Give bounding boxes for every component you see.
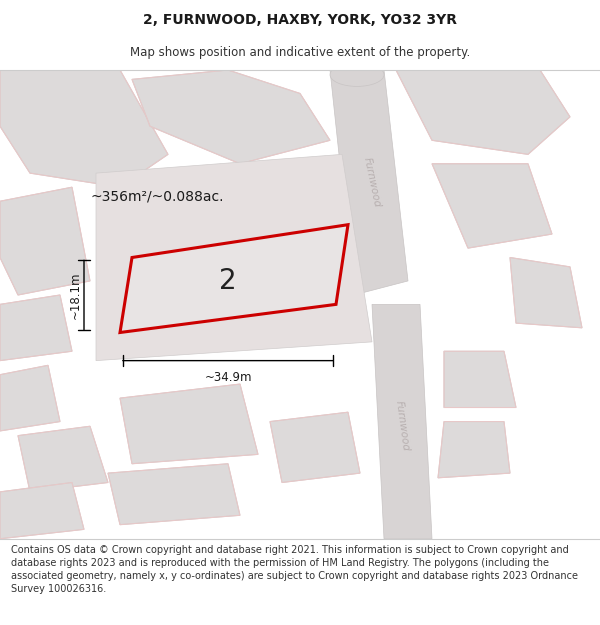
- Text: 2, FURNWOOD, HAXBY, YORK, YO32 3YR: 2, FURNWOOD, HAXBY, YORK, YO32 3YR: [143, 12, 457, 27]
- Text: Furnwood: Furnwood: [394, 400, 410, 452]
- Polygon shape: [510, 258, 582, 328]
- Polygon shape: [438, 421, 510, 478]
- Text: Map shows position and indicative extent of the property.: Map shows position and indicative extent…: [130, 46, 470, 59]
- Polygon shape: [0, 365, 60, 431]
- Polygon shape: [432, 164, 552, 248]
- Text: Furnwood: Furnwood: [362, 156, 382, 209]
- Text: ~18.1m: ~18.1m: [68, 271, 82, 319]
- Polygon shape: [18, 426, 108, 492]
- Polygon shape: [444, 351, 516, 408]
- Polygon shape: [372, 304, 432, 539]
- Polygon shape: [0, 482, 84, 539]
- Text: ~356m²/~0.088ac.: ~356m²/~0.088ac.: [90, 189, 223, 204]
- Text: ~34.9m: ~34.9m: [204, 371, 252, 384]
- Polygon shape: [270, 412, 360, 482]
- Polygon shape: [108, 464, 240, 524]
- Polygon shape: [0, 188, 90, 295]
- Polygon shape: [396, 70, 570, 154]
- Polygon shape: [120, 384, 258, 464]
- Text: Contains OS data © Crown copyright and database right 2021. This information is : Contains OS data © Crown copyright and d…: [11, 545, 578, 594]
- Polygon shape: [132, 70, 330, 164]
- Ellipse shape: [330, 63, 384, 86]
- Polygon shape: [96, 154, 372, 361]
- Polygon shape: [120, 224, 348, 332]
- Polygon shape: [0, 295, 72, 361]
- Polygon shape: [330, 70, 408, 295]
- Polygon shape: [0, 70, 168, 188]
- Text: 2: 2: [219, 267, 237, 295]
